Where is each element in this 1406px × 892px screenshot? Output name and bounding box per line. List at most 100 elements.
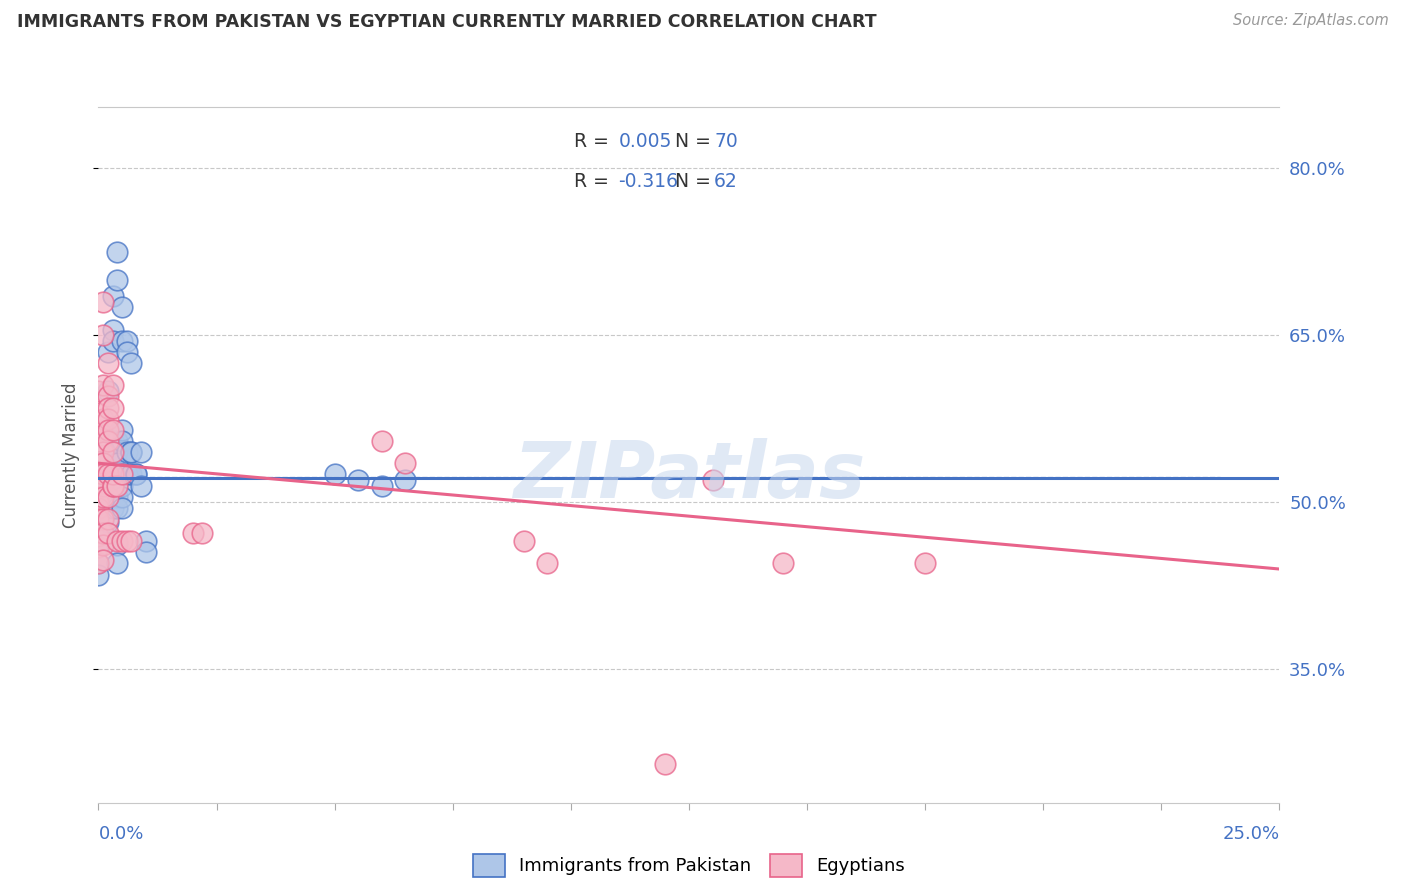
Text: -0.316: -0.316 [619, 172, 679, 192]
Point [191, 526, 214, 541]
Point [105, 244, 128, 259]
Text: 70: 70 [714, 132, 738, 151]
Point [105, 434, 128, 448]
Point [91, 526, 114, 541]
Point [105, 445, 128, 459]
Point [91, 378, 114, 392]
Point [101, 478, 124, 492]
Text: IMMIGRANTS FROM PAKISTAN VS EGYPTIAN CURRENTLY MARRIED CORRELATION CHART: IMMIGRANTS FROM PAKISTAN VS EGYPTIAN CUR… [17, 13, 876, 31]
Point [87, 495, 110, 509]
Point [121, 445, 143, 459]
Point [181, 526, 204, 541]
Point [323, 467, 346, 482]
Point [97, 384, 120, 398]
Point [97, 345, 120, 359]
Point [536, 557, 558, 571]
Point [87, 434, 110, 448]
Point [87, 507, 110, 521]
Point [87, 517, 110, 532]
Point [91, 428, 114, 442]
Point [91, 537, 114, 551]
Point [91, 512, 114, 526]
Point [97, 411, 120, 425]
Point [97, 389, 120, 403]
Point [111, 467, 134, 482]
Point [512, 534, 534, 549]
Point [105, 490, 128, 504]
Point [87, 528, 110, 542]
Text: N =: N = [675, 172, 717, 192]
Point [91, 478, 114, 492]
Point [111, 478, 134, 492]
Point [105, 478, 128, 492]
Point [654, 756, 676, 771]
Point [115, 445, 138, 459]
Point [87, 500, 110, 515]
Point [394, 473, 416, 487]
Point [101, 467, 124, 482]
Point [105, 537, 128, 551]
Point [91, 456, 114, 470]
Point [111, 423, 134, 437]
Point [87, 557, 110, 571]
Point [129, 445, 152, 459]
Point [91, 456, 114, 470]
Point [91, 500, 114, 515]
Point [135, 534, 157, 549]
Point [87, 462, 110, 476]
Point [111, 301, 134, 315]
Point [87, 495, 110, 509]
Point [97, 434, 120, 448]
Point [115, 467, 138, 482]
Point [87, 473, 110, 487]
Point [129, 478, 152, 492]
Legend: Immigrants from Pakistan, Egyptians: Immigrants from Pakistan, Egyptians [465, 847, 912, 884]
Point [91, 445, 114, 459]
Point [91, 411, 114, 425]
Text: 62: 62 [714, 172, 738, 192]
Point [87, 512, 110, 526]
Point [101, 490, 124, 504]
Point [91, 445, 114, 459]
Point [87, 473, 110, 487]
Point [347, 473, 370, 487]
Text: ZIPatlas: ZIPatlas [513, 438, 865, 514]
Point [135, 545, 157, 559]
Point [97, 467, 120, 482]
Point [101, 334, 124, 348]
Point [87, 423, 110, 437]
Point [115, 334, 138, 348]
Point [97, 526, 120, 541]
Point [105, 500, 128, 515]
Point [111, 467, 134, 482]
Point [105, 272, 128, 286]
Point [101, 323, 124, 337]
Point [87, 445, 110, 459]
Text: N =: N = [675, 132, 717, 151]
Point [702, 473, 724, 487]
Point [101, 445, 124, 459]
Point [97, 490, 120, 504]
Point [101, 500, 124, 515]
Point [91, 512, 114, 526]
Point [111, 500, 134, 515]
Point [772, 557, 794, 571]
Point [97, 356, 120, 370]
Text: 0.0%: 0.0% [98, 825, 143, 843]
Text: 0.005: 0.005 [619, 132, 672, 151]
Point [87, 540, 110, 554]
Point [125, 467, 148, 482]
Text: 25.0%: 25.0% [1222, 825, 1279, 843]
Point [87, 456, 110, 470]
Point [125, 467, 148, 482]
Point [97, 467, 120, 482]
Point [115, 534, 138, 549]
Point [101, 378, 124, 392]
Point [121, 445, 143, 459]
Point [97, 423, 120, 437]
Point [97, 478, 120, 492]
Point [91, 490, 114, 504]
Point [91, 478, 114, 492]
Point [121, 534, 143, 549]
Point [394, 456, 416, 470]
